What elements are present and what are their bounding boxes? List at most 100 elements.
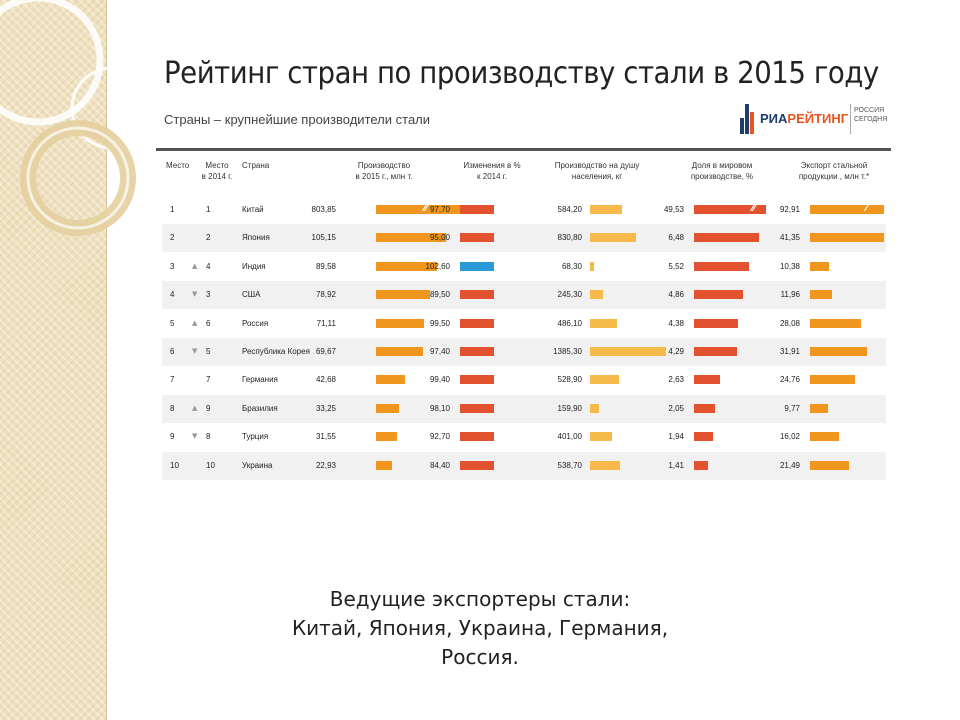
- export-value: 24,76: [779, 375, 800, 385]
- per-capita-bar: [590, 318, 617, 328]
- rank-cell: 4: [170, 290, 175, 300]
- share-value: 1,41: [668, 460, 684, 470]
- change-value: 95,00: [429, 233, 450, 243]
- export-value: 41,35: [779, 233, 800, 243]
- change-value: 99,50: [429, 318, 450, 328]
- rank-2014-cell: 10: [206, 460, 215, 470]
- ria-rating-logo: РИАРЕЙТИНГ РОССИЯ СЕГОДНЯ: [740, 102, 888, 136]
- change-bar: [460, 233, 494, 243]
- per-capita-bar: [590, 432, 613, 442]
- export-bar: [810, 290, 832, 300]
- share-bar: [694, 261, 750, 271]
- table-row: 10 10 Украина 22,93 84,40 538,70 1,41 21,49: [162, 451, 886, 480]
- production-value: 105,15: [311, 233, 336, 243]
- rank-down-icon: ▼: [192, 432, 198, 441]
- production-value: 71,11: [316, 318, 336, 328]
- table-row: 7 7 Германия 42,68 99,40 528,90 2,63 24,76: [162, 366, 886, 394]
- production-value: 89,58: [315, 261, 336, 271]
- header-share: Доля в мировом производстве, %: [690, 161, 754, 181]
- change-value: 102,60: [425, 261, 450, 271]
- change-value: 97,40: [429, 347, 450, 356]
- rank-2014-cell: 9: [206, 403, 211, 413]
- rank-2014-cell: 6: [206, 318, 211, 328]
- share-bar: [694, 290, 743, 300]
- share-value: 1,94: [668, 432, 684, 442]
- country-cell: Бразилия: [242, 403, 278, 413]
- export-bar: [810, 233, 884, 243]
- rank-cell: 6: [170, 347, 175, 356]
- per-capita-value: 584,20: [557, 205, 582, 214]
- country-cell: Россия: [242, 318, 269, 328]
- per-capita-bar: [590, 403, 599, 413]
- share-bar: [694, 318, 738, 328]
- share-bar: [694, 460, 709, 470]
- logo-bars-icon: [740, 104, 756, 134]
- share-bar: [694, 375, 721, 385]
- rank-2014-cell: 2: [206, 233, 211, 243]
- rank-up-icon: ▲: [192, 403, 198, 412]
- change-bar: [460, 205, 494, 214]
- header-export: Экспорт стальной продукции , млн т.*: [798, 161, 870, 181]
- per-capita-bar: [590, 375, 620, 385]
- per-capita-value: 538,70: [557, 460, 582, 470]
- rank-2014-cell: 1: [206, 205, 211, 214]
- share-value: 2,05: [668, 403, 684, 413]
- header-rank-2014: Место в 2014 г.: [201, 161, 233, 181]
- slide-caption: Ведущие экспортеры стали: Китай, Япония,…: [180, 585, 780, 672]
- rank-2014-cell: 8: [206, 432, 211, 442]
- per-capita-value: 528,90: [557, 375, 582, 385]
- share-value: 49,53: [663, 205, 684, 214]
- caption-line: Китай, Япония, Украина, Германия,: [291, 616, 669, 640]
- change-value: 92,70: [429, 432, 450, 442]
- production-value: 803,85: [311, 205, 336, 214]
- country-cell: США: [242, 290, 261, 300]
- country-cell: Украина: [242, 460, 273, 470]
- table-row: 1 1 Китай 803,85 ⁄⁄ 97,70 584,20 49,53 ⁄⁄ 92,91 ⁄: [162, 196, 886, 224]
- country-cell: Турция: [242, 432, 269, 442]
- export-bar: [810, 375, 855, 385]
- bar-break-icon: ⁄⁄: [424, 201, 428, 214]
- steel-rating-infographic: Рейтинг стран по производству стали в 20…: [156, 40, 891, 490]
- production-bar: [376, 318, 425, 328]
- production-bar: [376, 233, 446, 243]
- share-value: 6,48: [668, 233, 684, 243]
- per-capita-value: 68,30: [561, 261, 582, 271]
- change-bar: [460, 432, 494, 442]
- production-value: 33,25: [315, 403, 336, 413]
- table-row: 9 ▼ 8 Турция 31,55 92,70 401,00 1,94 16,02: [162, 423, 886, 451]
- rank-2014-cell: 7: [206, 375, 211, 385]
- per-capita-value: 401,00: [557, 432, 582, 442]
- table-row: 5 ▲ 6 Россия 71,11 99,50 486,10 4,38 28,08: [162, 310, 886, 338]
- header-production: Производство в 2015 г., млн т.: [355, 161, 413, 181]
- production-bar: [376, 432, 398, 442]
- per-capita-value: 830,80: [557, 233, 582, 243]
- production-bar: [376, 347, 424, 356]
- production-value: 78,92: [315, 290, 336, 300]
- per-capita-bar: [590, 205, 623, 214]
- production-value: 31,55: [315, 432, 336, 442]
- rank-cell: 8: [170, 403, 175, 413]
- per-capita-bar: [590, 290, 604, 300]
- share-bar: [694, 233, 759, 243]
- export-bar: [810, 460, 849, 470]
- country-cell: Германия: [242, 375, 278, 385]
- rank-cell: 5: [170, 318, 175, 328]
- export-bar: [810, 261, 829, 271]
- per-capita-bar: [590, 261, 594, 271]
- country-cell: Республика Корея: [242, 347, 310, 356]
- rank-up-icon: ▲: [192, 261, 198, 270]
- rank-up-icon: ▲: [192, 318, 198, 327]
- header-change: Изменения в % к 2014 г.: [463, 161, 521, 181]
- per-capita-value: 245,30: [557, 290, 582, 300]
- country-cell: Япония: [242, 233, 270, 243]
- table-row: 6 ▼ 5 Республика Корея 69,67 97,40 1385,30 4,29…: [162, 338, 886, 366]
- change-value: 97,70: [429, 205, 450, 214]
- export-value: 28,08: [779, 318, 800, 328]
- country-cell: Индия: [242, 261, 266, 271]
- rank-down-icon: ▼: [192, 347, 198, 355]
- share-value: 4,38: [668, 318, 684, 328]
- table-row: 3 ▲ 4 Индия 89,58 102,60 68,30 5,52 10,38: [162, 253, 886, 281]
- production-bar: [376, 261, 437, 271]
- export-value: 11,96: [780, 290, 800, 300]
- change-value: 99,40: [429, 375, 450, 385]
